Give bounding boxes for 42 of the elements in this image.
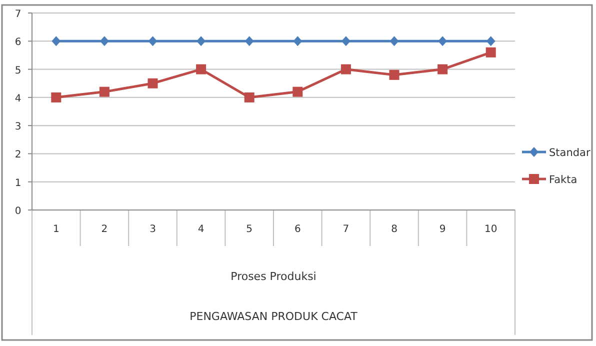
legend-label: Fakta: [549, 174, 578, 186]
x-tick-label: 5: [246, 224, 253, 235]
point: [438, 64, 448, 74]
x-tick-label: 6: [294, 224, 301, 235]
x-tick-label: 2: [101, 224, 108, 235]
point: [52, 36, 61, 46]
x-tick-label: 10: [484, 224, 498, 235]
x-tick-label: 1: [52, 224, 60, 235]
point: [51, 92, 62, 102]
y-tick-label: 6: [14, 37, 22, 48]
point: [486, 47, 496, 58]
x-axis-title: Proses Produksi: [230, 270, 316, 283]
point: [341, 36, 350, 46]
point: [148, 36, 158, 46]
legend-label: Standar: [549, 147, 591, 159]
point: [244, 36, 254, 46]
x-tick-label: 3: [150, 224, 156, 235]
y-tick-label: 7: [14, 9, 22, 20]
y-tick-label: 1: [14, 178, 22, 189]
point: [196, 36, 206, 46]
x-tick-label: 9: [439, 224, 446, 235]
point: [148, 78, 158, 88]
point: [196, 64, 206, 74]
x-tick-label: 4: [198, 224, 204, 235]
y-tick-label: 0: [14, 206, 22, 217]
point: [486, 36, 496, 46]
point: [340, 64, 351, 74]
y-tick-label: 5: [14, 65, 22, 76]
point: [389, 70, 400, 80]
point: [293, 36, 302, 46]
point: [99, 86, 110, 97]
point: [244, 92, 254, 102]
x-tick-label: 8: [391, 224, 398, 235]
point: [100, 36, 109, 46]
point: [390, 36, 399, 46]
point: [438, 36, 448, 46]
y-tick-label: 2: [14, 150, 22, 161]
point: [292, 86, 303, 97]
y-tick-label: 3: [14, 122, 22, 133]
x-tick-label: 7: [342, 224, 350, 235]
text: PENGAWASAN PRODUK CACAT: [190, 310, 358, 323]
y-tick-label: 4: [14, 93, 22, 104]
